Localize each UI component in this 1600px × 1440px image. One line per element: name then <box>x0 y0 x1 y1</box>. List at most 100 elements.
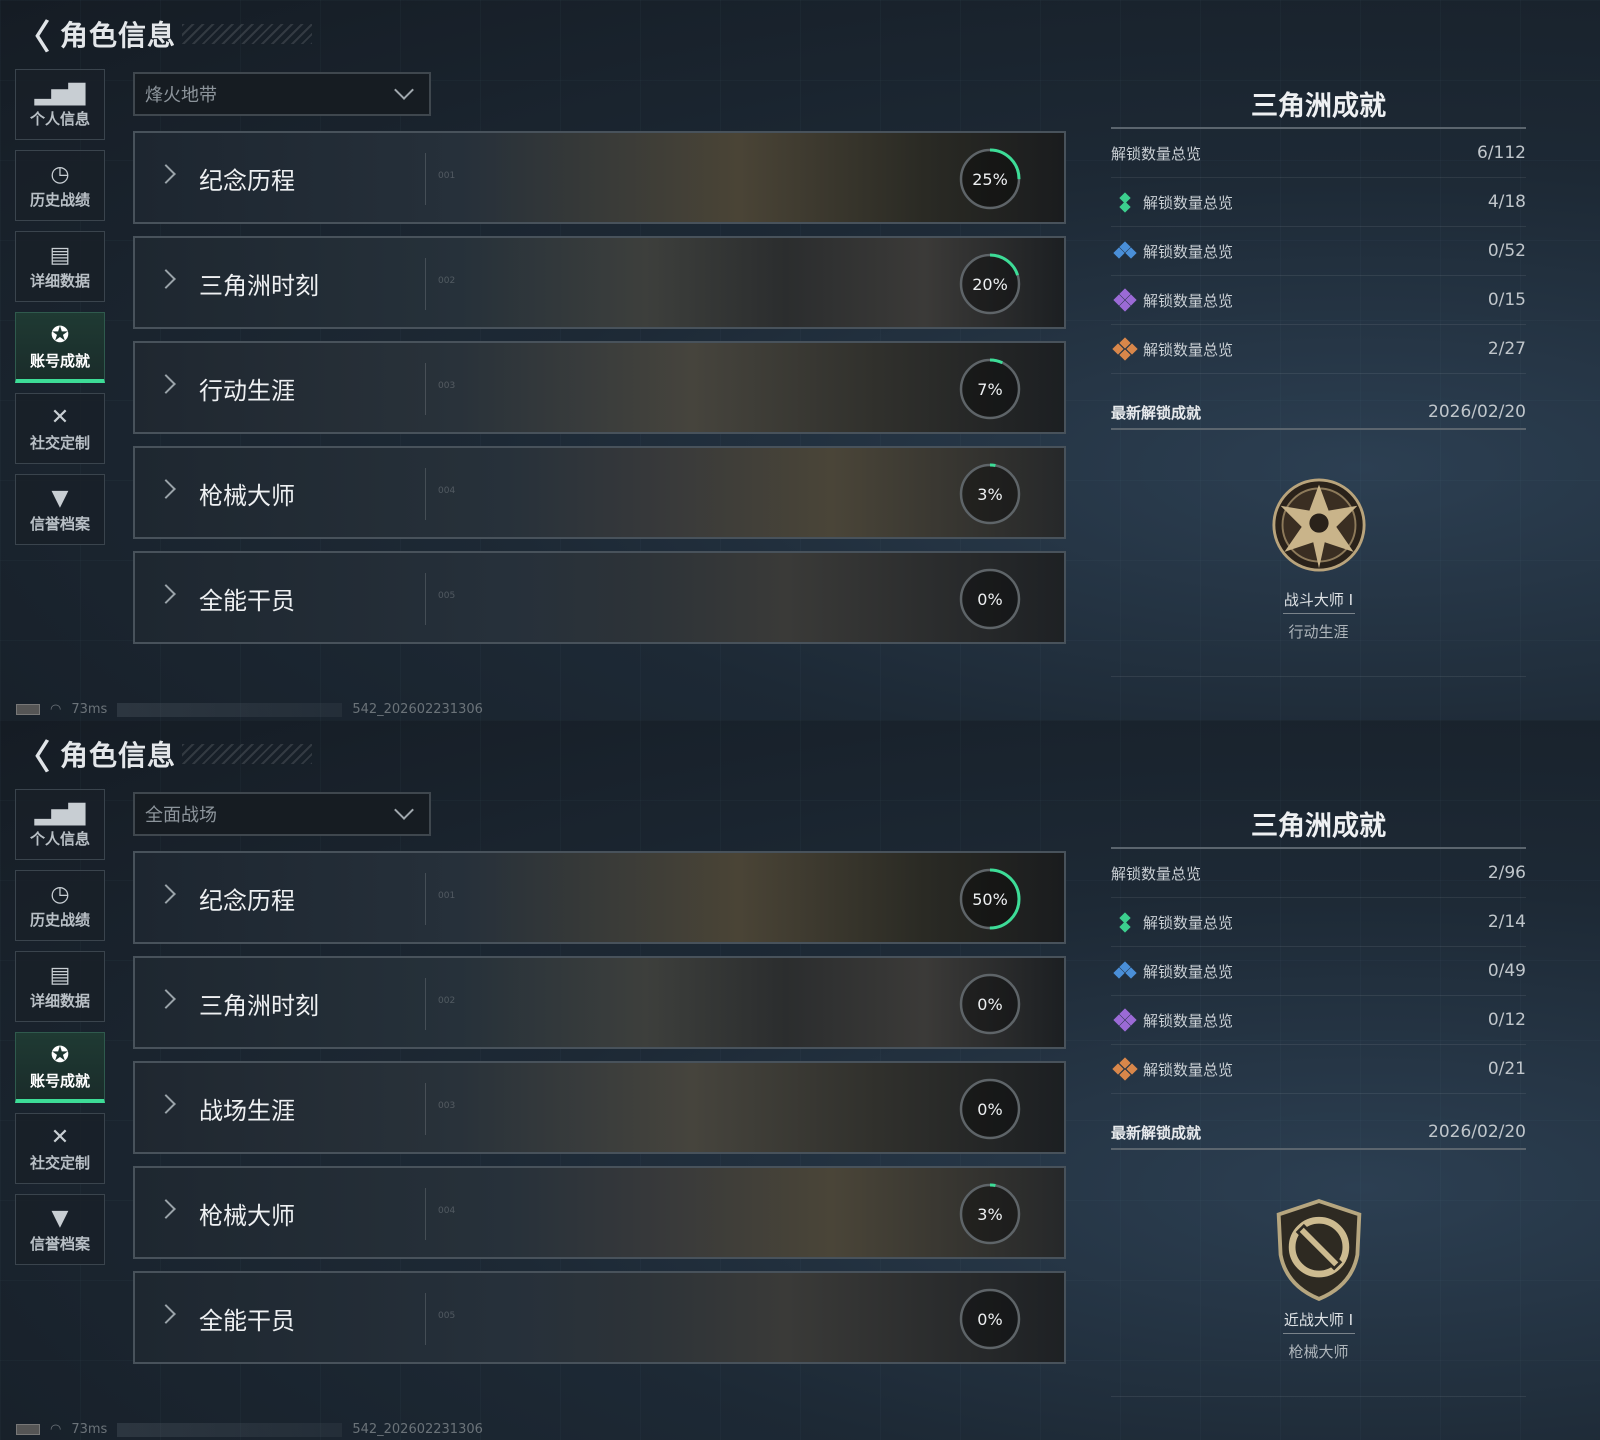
sidebar-item[interactable]: ▤ 详细数据 <box>15 231 105 302</box>
badge-name: 战斗大师 I <box>1283 591 1354 609</box>
sidebar: ▂▅▇ 个人信息 ◷ 历史战绩 ▤ 详细数据 ✪ 账号成就 ✕ 社交定制 ▼ 信… <box>15 69 105 555</box>
progress-ring: 0% <box>958 567 1022 631</box>
sidebar: ▂▅▇ 个人信息 ◷ 历史战绩 ▤ 详细数据 ✪ 账号成就 ✕ 社交定制 ▼ 信… <box>15 789 105 1275</box>
sidebar-item[interactable]: ✪ 账号成就 <box>15 1032 105 1103</box>
sidebar-item[interactable]: ◷ 历史战绩 <box>15 870 105 941</box>
category-index: 004 <box>425 1188 455 1240</box>
total-label: 解锁数量总览 <box>1111 864 1202 883</box>
tier-value: 0/52 <box>1487 241 1526 261</box>
category-card[interactable]: 三角洲时刻 002 0% <box>133 956 1066 1049</box>
category-card[interactable]: 枪械大师 004 3% <box>133 446 1066 539</box>
sidebar-item-label: 历史战绩 <box>29 911 90 929</box>
category-index: 003 <box>425 1083 455 1135</box>
category-card[interactable]: 战场生涯 003 0% <box>133 1061 1066 1154</box>
header: 〈 角色信息 <box>16 14 313 58</box>
category-card[interactable]: 行动生涯 003 7% <box>133 341 1066 434</box>
sidebar-item-label: 信誉档案 <box>29 1235 90 1253</box>
tier-label: 解锁数量总览 <box>1143 193 1234 212</box>
summary-title: 三角洲成就 <box>1251 91 1386 122</box>
tier-row: 解锁数量总览 2/27 <box>1111 325 1526 374</box>
sidebar-item-label: 账号成就 <box>29 351 90 370</box>
sidebar-item[interactable]: ◷ 历史战绩 <box>15 150 105 221</box>
category-card[interactable]: 纪念历程 001 25% <box>133 131 1066 224</box>
progress-ring: 20% <box>958 252 1022 316</box>
tools-icon: ✕ <box>50 1125 70 1150</box>
progress-ring: 7% <box>958 357 1022 421</box>
card-background <box>135 853 1064 942</box>
tier-row: 解锁数量总览 4/18 <box>1111 178 1526 227</box>
mode-dropdown-value: 烽火地带 <box>145 85 217 106</box>
progress-ring: 3% <box>958 462 1022 526</box>
sidebar-item[interactable]: ▼ 信誉档案 <box>15 1194 105 1265</box>
sidebar-item-label: 社交定制 <box>29 434 90 452</box>
mode-dropdown[interactable]: 烽火地带 <box>133 72 431 116</box>
tier-row: 解锁数量总览 0/12 <box>1111 996 1526 1045</box>
category-index: 005 <box>425 573 455 625</box>
progress-percent: 3% <box>977 1204 1003 1224</box>
tier-row: 解锁数量总览 0/52 <box>1111 227 1526 276</box>
card-background <box>135 553 1064 642</box>
uid-blurred <box>117 1422 343 1437</box>
achievement-badge-icon[interactable] <box>1271 1197 1367 1302</box>
sidebar-item[interactable]: ▂▅▇ 个人信息 <box>15 69 105 140</box>
summary-title: 三角洲成就 <box>1251 811 1386 842</box>
progress-ring: 50% <box>958 867 1022 931</box>
category-card[interactable]: 三角洲时刻 002 20% <box>133 236 1066 329</box>
category-card[interactable]: 全能干员 005 0% <box>133 551 1066 644</box>
category-card[interactable]: 全能干员 005 0% <box>133 1271 1066 1364</box>
back-arrow-icon[interactable]: 〈 <box>16 737 50 778</box>
card-background <box>135 1273 1064 1362</box>
sidebar-item[interactable]: ▼ 信誉档案 <box>15 474 105 545</box>
hatch-decoration <box>182 24 313 44</box>
badge-category: 枪械大师 <box>1288 1343 1349 1361</box>
card-background <box>135 133 1064 222</box>
battery-icon <box>16 704 40 715</box>
sidebar-item[interactable]: ✕ 社交定制 <box>15 393 105 464</box>
tier-gem-icon <box>1111 1008 1139 1032</box>
category-name: 全能干员 <box>199 1307 295 1335</box>
card-background <box>135 238 1064 327</box>
achievement-badge-icon[interactable] <box>1271 477 1367 573</box>
category-name: 纪念历程 <box>199 887 295 915</box>
mode-dropdown[interactable]: 全面战场 <box>133 792 431 836</box>
card-background <box>135 1063 1064 1152</box>
latest-achievement: 战斗大师 I 行动生涯 <box>1111 437 1526 677</box>
latest-label: 最新解锁成就 <box>1111 403 1202 422</box>
status-bar: ◠ 73ms 542_202602231306 <box>16 702 483 717</box>
progress-ring: 25% <box>958 147 1022 211</box>
summary-panel: 三角洲成就 解锁数量总览 2/96 解锁数量总览 2/14 解锁数量总览 0/49 解锁数量… <box>1111 720 1526 1440</box>
medal-icon: ✪ <box>50 322 70 348</box>
progress-percent: 7% <box>977 379 1003 399</box>
sidebar-item[interactable]: ▂▅▇ 个人信息 <box>15 789 105 860</box>
sidebar-item-label: 账号成就 <box>29 1071 90 1090</box>
badge-name: 近战大师 I <box>1283 1311 1354 1329</box>
category-card[interactable]: 枪械大师 004 3% <box>133 1166 1066 1259</box>
progress-ring: 0% <box>958 1077 1022 1141</box>
total-row: 解锁数量总览 2/96 <box>1111 849 1526 898</box>
category-name: 战场生涯 <box>199 1097 295 1125</box>
progress-ring: 0% <box>958 1287 1022 1351</box>
sidebar-item[interactable]: ✕ 社交定制 <box>15 1113 105 1184</box>
badge-category: 行动生涯 <box>1288 623 1349 641</box>
ping: 73ms <box>71 1422 108 1437</box>
tier-row: 解锁数量总览 0/49 <box>1111 947 1526 996</box>
sidebar-item-label: 详细数据 <box>29 992 90 1010</box>
sidebar-item[interactable]: ✪ 账号成就 <box>15 312 105 383</box>
tier-gem-icon <box>1111 961 1139 981</box>
tier-row: 解锁数量总览 0/15 <box>1111 276 1526 325</box>
category-card[interactable]: 纪念历程 001 50% <box>133 851 1066 944</box>
wifi-icon: ◠ <box>50 702 62 717</box>
sidebar-item[interactable]: ▤ 详细数据 <box>15 951 105 1022</box>
hatch-decoration <box>182 744 313 764</box>
tier-gem-icon <box>1111 288 1139 312</box>
tier-value: 0/15 <box>1487 290 1526 310</box>
tier-value: 0/49 <box>1487 961 1526 981</box>
bar-chart-icon: ▂▅▇ <box>34 81 86 106</box>
category-index: 002 <box>425 258 455 310</box>
category-name: 全能干员 <box>199 587 295 615</box>
tools-icon: ✕ <box>50 405 70 430</box>
back-arrow-icon[interactable]: 〈 <box>16 17 50 58</box>
latest-row: 最新解锁成就 2026/02/20 <box>1111 1116 1526 1150</box>
card-background <box>135 448 1064 537</box>
tier-label: 解锁数量总览 <box>1143 340 1234 359</box>
